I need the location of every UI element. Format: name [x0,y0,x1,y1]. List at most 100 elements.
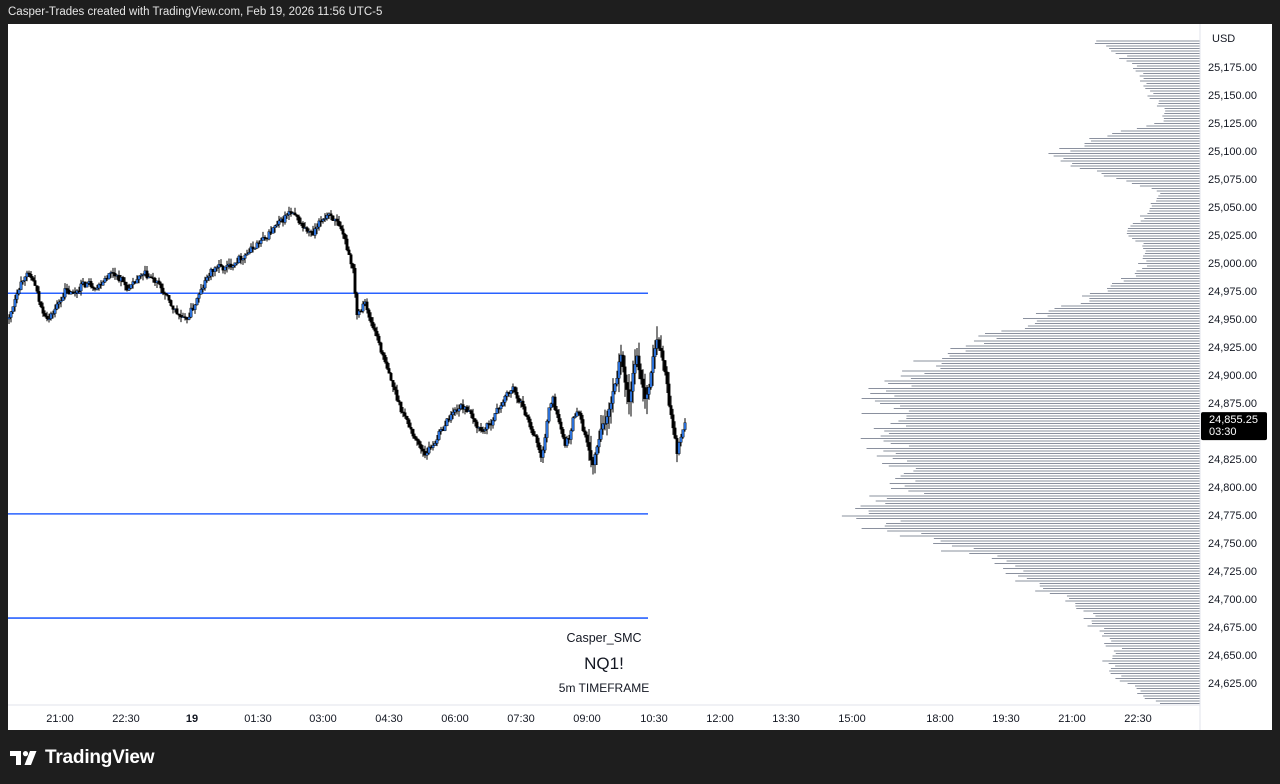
candle-body [465,406,469,412]
candle-body [55,303,59,310]
candle-body [547,407,551,422]
candle-body [499,405,503,409]
time-axis[interactable]: 21:00 22:30 19 01:30 03:00 04:30 06:00 07:30 09:… [46,713,1152,725]
candle-body [25,272,29,278]
footer-brand: TradingView [10,744,155,772]
candle-body [449,414,453,421]
candle-body [649,372,653,388]
candle-body [123,281,127,286]
candle-body [615,378,619,385]
chart-panel[interactable]: 21:00 22:30 19 01:30 03:00 04:30 06:00 07:30 09:… [7,24,1272,730]
candle-body [667,383,671,406]
candle-body [495,407,499,414]
candle-body [491,420,495,426]
candle-body [669,405,673,415]
time-tick-label: 19:30 [992,713,1020,725]
candle-body [381,352,385,356]
candle-body [395,389,399,401]
candle-body [103,278,107,283]
time-tick-label: 07:30 [507,713,535,725]
time-tick-label: 22:30 [1124,713,1152,725]
candle-body [617,361,621,379]
time-tick-label: 01:30 [244,713,272,725]
candle-body [323,218,327,220]
candle-body [637,355,641,371]
price-axis[interactable]: USD 25,175.00 25,150.00 25,125.00 25,100.00… [1208,33,1257,690]
candle-body [471,413,475,419]
chart-svg[interactable]: 21:00 22:30 19 01:30 03:00 04:30 06:00 07:30 09:… [7,24,1272,730]
candle-body [253,248,257,250]
candle-body [473,418,477,423]
candle-body [349,254,353,265]
candle-body [175,308,179,315]
candle-body [17,289,21,294]
candle-body [251,246,255,249]
candle-body [145,270,149,279]
chart-caption: Casper-Trades created with TradingView.c… [8,6,383,18]
price-tick-label: 25,150.00 [1208,90,1257,102]
candle-body [457,408,461,412]
candle-body [575,411,579,417]
candle-body [347,249,351,255]
candle-body [603,423,607,425]
candle-body [513,386,517,393]
horizontal-levels[interactable] [8,292,648,619]
candle-body [351,263,355,269]
candle-body [209,268,213,277]
candle-body [137,275,141,280]
candle-body [11,306,15,312]
candle-body [391,380,395,387]
candle-body [59,300,63,303]
time-tick-label: 15:00 [838,713,866,725]
candle-body [571,417,575,431]
candle-body [375,330,379,337]
candle-body [215,267,219,269]
candle-body [443,425,447,431]
candle-body [485,423,489,430]
candle-body [379,342,383,353]
candle-body [671,414,675,429]
candle-body [549,403,553,408]
candle-body [285,214,289,216]
price-tick-label: 24,925.00 [1208,342,1257,354]
candle-body [247,252,251,255]
candle-body [319,220,323,223]
price-tick-label: 24,900.00 [1208,370,1257,382]
price-tag-bg [1201,412,1267,441]
time-tick-label: 22:30 [112,713,140,725]
candlesticks [7,206,687,475]
candle-body [139,274,143,277]
candle-body [199,289,203,295]
candle-body [397,400,401,403]
candle-body [65,288,69,291]
candle-body [341,228,345,235]
candle-body [585,434,589,443]
candle-body [479,427,483,431]
candle-body [431,445,435,448]
candle-body [197,293,201,299]
candle-body [365,301,369,311]
candle-body [255,242,259,249]
candle-body [529,422,533,430]
candle-body [515,392,519,399]
candle-body [187,316,191,320]
candle-body [625,382,629,390]
price-tick-label: 25,175.00 [1208,62,1257,74]
candle-body [9,311,13,318]
candle-body [71,291,75,294]
candle-body [589,450,593,461]
candle-body [15,293,19,300]
candle-body [97,283,101,289]
candle-body [277,220,281,225]
candle-body [597,439,601,448]
candle-body [189,307,193,318]
candle-body [23,276,27,281]
candle-body [297,216,301,224]
candle-body [369,317,373,323]
candle-body [167,295,171,301]
candle-body [633,364,637,374]
candle-body [343,234,347,240]
time-tick-label: 04:30 [375,713,403,725]
candle-body [577,411,581,414]
candle-body [657,339,661,349]
